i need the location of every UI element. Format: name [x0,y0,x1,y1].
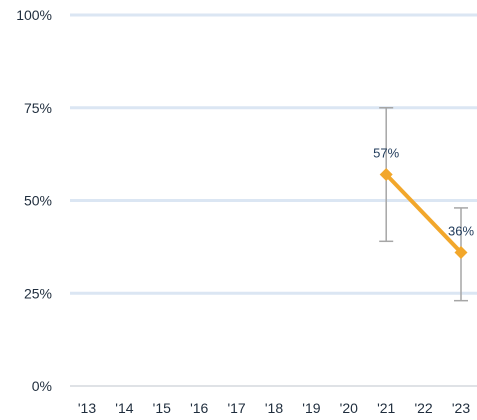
data-labels: 57% 36% [373,146,474,239]
y-tick-label: 0% [32,378,52,394]
x-tick-label: '23 [452,400,470,416]
data-label: 57% [373,146,399,161]
x-tick-label: '21 [377,400,395,416]
x-tick-label: '19 [302,400,320,416]
y-tick-label: 50% [24,193,52,209]
x-tick-label: '17 [227,400,245,416]
x-tick-label: '14 [115,400,133,416]
series-lines [384,173,463,254]
y-tick-label: 75% [24,100,52,116]
y-axis-ticks: 0% 25% 50% 75% 100% [16,7,52,394]
x-axis-ticks: '13 '14 '15 '16 '17 '18 '19 '20 '21 '22 '23 [78,400,470,416]
x-tick-label: '15 [153,400,171,416]
data-points [379,168,468,259]
x-tick-label: '13 [78,400,96,416]
grid-lines [70,13,477,387]
x-tick-label: '20 [340,400,358,416]
data-point-marker [379,168,393,182]
data-label: 36% [448,223,474,238]
series-line [384,173,463,254]
x-tick-label: '16 [190,400,208,416]
error-bars [379,107,468,302]
data-point-marker [454,245,468,259]
y-tick-label: 25% [24,285,52,301]
x-tick-label: '22 [414,400,432,416]
y-tick-label: 100% [16,7,52,23]
x-tick-label: '18 [265,400,283,416]
